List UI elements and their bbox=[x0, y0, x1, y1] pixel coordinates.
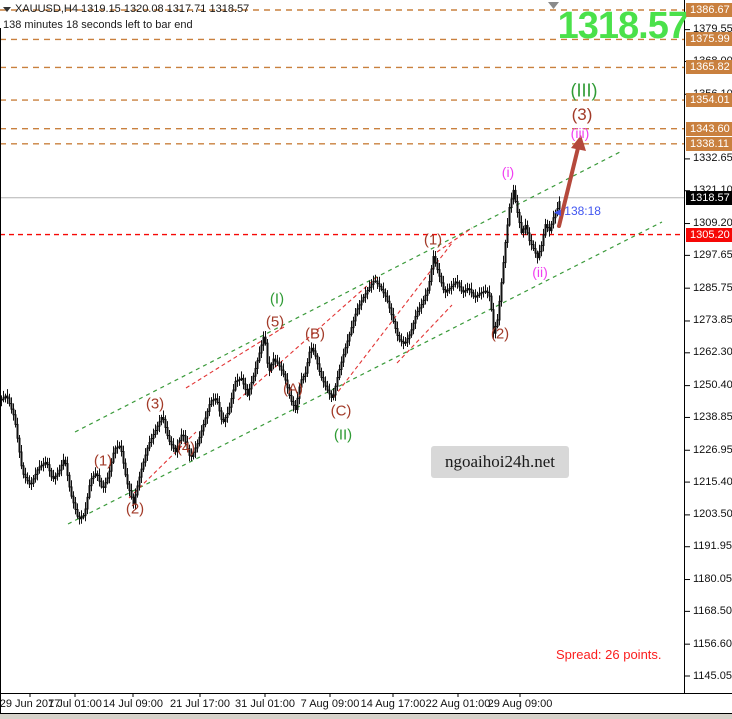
wave-label-darkred: (4) bbox=[176, 439, 196, 457]
time-tick-label: 29 Aug 09:00 bbox=[487, 698, 553, 710]
alert-price-box: 1305.20 bbox=[686, 227, 732, 242]
symbol-ohlc-line: XAUUSD,H4 1319.15 1320.08 1317.71 1318.5… bbox=[15, 3, 250, 15]
price-tick-label: 1273.85 bbox=[693, 314, 732, 327]
window-bottom-strip bbox=[0, 714, 732, 719]
time-tick-label: 7 Jul 01:00 bbox=[48, 698, 102, 710]
level-price-box: 1343.60 bbox=[686, 121, 732, 136]
time-tick-label: 14 Aug 17:00 bbox=[360, 698, 426, 710]
wave-label-darkred: (3) bbox=[145, 395, 165, 413]
wave-label-darkred: (2) bbox=[490, 325, 510, 343]
wave-label-darkred: (C) bbox=[330, 402, 352, 420]
time-tick-label: 7 Aug 09:00 bbox=[300, 698, 360, 710]
wave-label-magenta: (ii) bbox=[532, 264, 548, 280]
axes-frame bbox=[0, 0, 732, 697]
wave-label-darkred: (5) bbox=[265, 313, 285, 331]
watermark-text: ngoaihoi24h.net bbox=[444, 452, 555, 471]
level-price-box: 1365.82 bbox=[686, 60, 732, 75]
spread-label: Spread: 26 points. bbox=[556, 647, 662, 662]
candles-layer[interactable] bbox=[0, 184, 561, 525]
big-quote-value: 1318.57 bbox=[557, 5, 689, 47]
watermark: ngoaihoi24h.net bbox=[431, 446, 569, 478]
bottom-window-border bbox=[0, 713, 732, 714]
wave-label-darkred: (1) bbox=[93, 452, 113, 470]
time-tick-label: 29 Jun 2017 bbox=[0, 698, 61, 710]
time-tick-label: 31 Jul 01:00 bbox=[235, 698, 295, 710]
price-tick-label: 1180.05 bbox=[693, 573, 732, 586]
level-price-box: 1375.99 bbox=[686, 32, 732, 47]
price-tick-label: 1309.20 bbox=[693, 217, 732, 230]
price-tick-label: 1297.65 bbox=[693, 248, 732, 261]
wave-label-darkred: (3) bbox=[571, 105, 593, 124]
price-tick-label: 1238.85 bbox=[693, 410, 732, 423]
price-tick-label: 1156.60 bbox=[693, 637, 732, 650]
price-countdown-tag: ◀ 138:18 bbox=[554, 204, 601, 218]
price-tick-label: 1262.30 bbox=[693, 346, 732, 359]
level-price-box: 1354.01 bbox=[686, 93, 732, 108]
wave-label-darkred: (2) bbox=[125, 500, 145, 518]
price-tick-label: 1332.65 bbox=[693, 152, 732, 165]
price-countdown-value: 138:18 bbox=[564, 204, 601, 218]
time-tick-label: 21 Jul 17:00 bbox=[170, 698, 230, 710]
wave-label-darkred: (A) bbox=[283, 380, 303, 398]
wave-label-green: (III) bbox=[570, 80, 598, 101]
price-tick-label: 1226.95 bbox=[693, 443, 732, 456]
bar-countdown-text: 138 minutes 18 seconds left to bar end bbox=[3, 19, 193, 31]
wave-label-darkred: (1) bbox=[423, 231, 443, 249]
price-tick-label: 1203.50 bbox=[693, 508, 732, 521]
time-tick-label: 14 Jul 09:00 bbox=[103, 698, 163, 710]
wave-label-green: (I) bbox=[269, 290, 285, 308]
wave-label-darkred: (B) bbox=[305, 325, 325, 343]
price-tick-label: 1379.55 bbox=[693, 23, 732, 36]
left-window-border bbox=[0, 28, 1, 714]
wave-label-green: (II) bbox=[333, 426, 353, 444]
price-tick-label: 1145.05 bbox=[693, 669, 732, 682]
time-tick-label: 22 Aug 01:00 bbox=[425, 698, 491, 710]
forecast-arrow[interactable] bbox=[557, 135, 586, 228]
level-price-box: 1386.67 bbox=[686, 3, 732, 17]
symbol-dropdown-icon[interactable] bbox=[2, 6, 14, 16]
level-lines-layer bbox=[0, 9, 684, 236]
price-tick-label: 1168.50 bbox=[693, 604, 732, 617]
wave-label-magenta: (iii) bbox=[570, 125, 590, 141]
level-price-box: 1338.11 bbox=[686, 136, 732, 151]
chart-shift-marker-icon[interactable] bbox=[547, 1, 561, 11]
price-tick-label: 1215.40 bbox=[693, 475, 732, 488]
left-arrow-icon: ◀ bbox=[554, 207, 561, 217]
price-tick-label: 1191.95 bbox=[693, 540, 732, 553]
wave-label-magenta: (i) bbox=[501, 164, 515, 180]
price-tick-label: 1285.75 bbox=[693, 281, 732, 294]
current-price-box: 1318.57 bbox=[686, 190, 732, 205]
price-tick-label: 1250.40 bbox=[693, 379, 732, 392]
